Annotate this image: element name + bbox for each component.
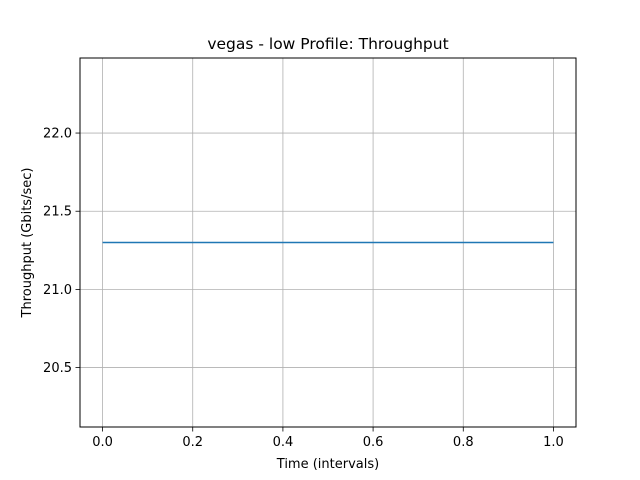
y-tick-label: 20.5: [43, 361, 72, 376]
y-tick-label: 21.0: [43, 283, 72, 298]
y-axis-label: Throughput (Gbits/sec): [20, 168, 35, 319]
chart-title: vegas - low Profile: Throughput: [207, 35, 448, 53]
x-tick-label: 0.0: [92, 435, 113, 450]
x-tick-label: 1.0: [543, 435, 564, 450]
plot-frame: [79, 57, 577, 428]
x-tick-label: 0.8: [453, 435, 474, 450]
x-tick-label: 0.6: [363, 435, 384, 450]
x-axis: 0.0 0.2 0.4 0.6 0.8 1.0: [92, 427, 564, 450]
y-tick-label: 21.5: [43, 205, 72, 220]
x-tick-label: 0.2: [182, 435, 203, 450]
y-tick-label: 22.0: [43, 127, 72, 142]
y-axis: 20.5 21.0 21.5 22.0: [43, 127, 80, 376]
x-tick-label: 0.4: [273, 435, 294, 450]
x-axis-label: Time (intervals): [276, 457, 379, 472]
